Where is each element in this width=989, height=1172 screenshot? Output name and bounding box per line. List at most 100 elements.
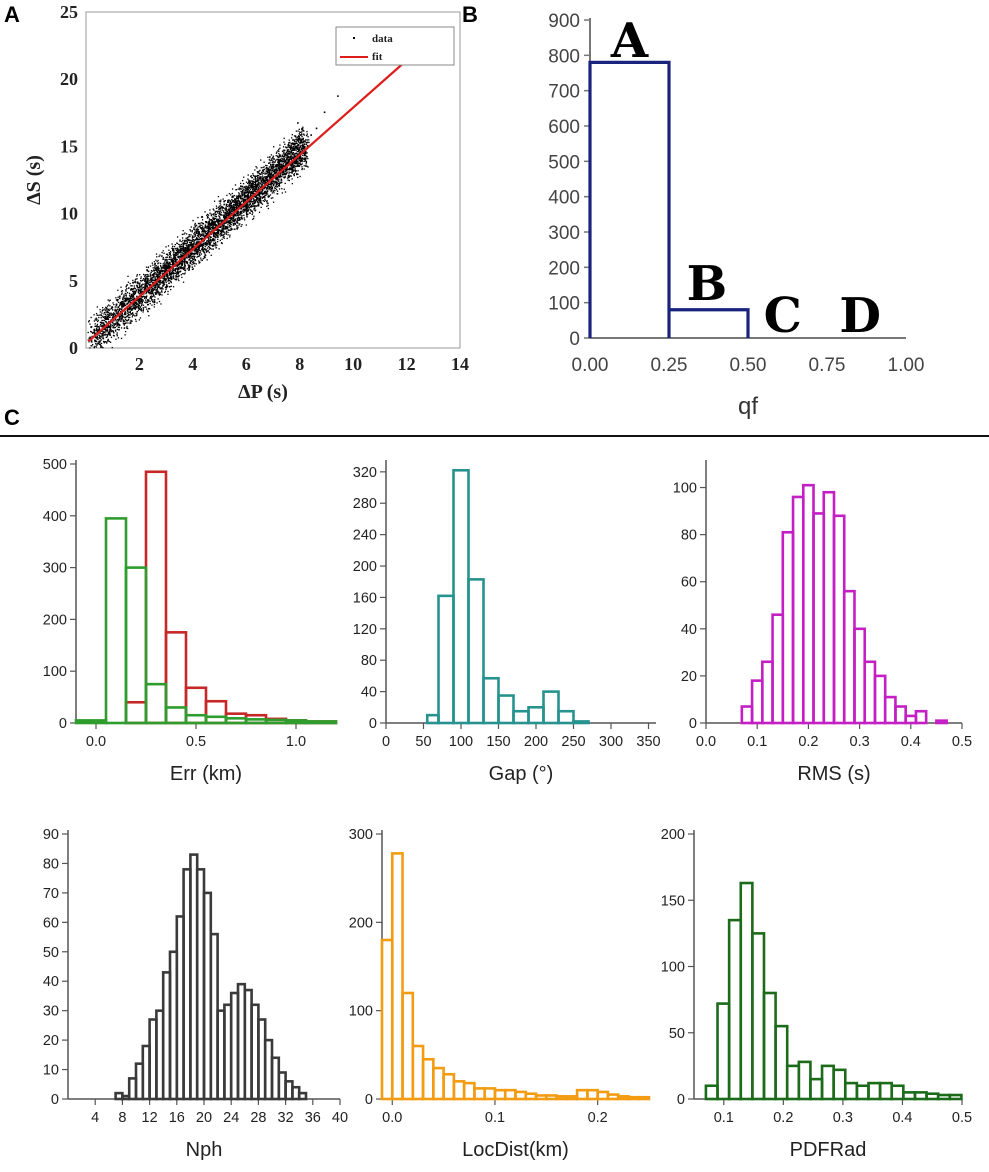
- panel-a-scatter-point: [258, 205, 260, 207]
- panel-a-scatter-point: [192, 261, 194, 264]
- panel-a-scatter-point: [270, 170, 273, 172]
- panel-a-scatter-point: [301, 166, 303, 168]
- panel-a-scatter-point: [226, 221, 228, 224]
- panel-a-scatter-point: [107, 339, 109, 341]
- panel-a-scatter-point: [227, 234, 229, 236]
- panel-a-scatter-point: [302, 152, 305, 155]
- panel-a-scatter-point: [218, 234, 220, 236]
- panel-a-scatter-point: [303, 148, 305, 150]
- panel-a-scatter-point: [254, 190, 256, 192]
- panel-a-scatter-point: [258, 177, 261, 180]
- panel-a-scatter-point: [176, 247, 179, 249]
- panel-a-scatter-point: [272, 197, 274, 199]
- panel-a-scatter-point: [246, 203, 248, 206]
- panel-a-scatter-point: [208, 246, 211, 249]
- panel-a-scatter-point: [283, 165, 285, 167]
- panel-a-scatter-point: [274, 187, 277, 190]
- panel-a-scatter-point: [162, 250, 164, 252]
- panel-a-scatter-point: [278, 161, 281, 164]
- panel-a-scatter-point: [145, 306, 147, 308]
- panel-a-scatter-point: [283, 149, 285, 151]
- panel-a-scatter-point: [236, 197, 238, 199]
- panel-a-scatter-point: [212, 225, 214, 227]
- panel-a-scatter-point: [292, 149, 294, 151]
- panel-a-scatter-point: [117, 318, 119, 321]
- panel-a-scatter-point: [231, 206, 233, 209]
- panel-a-scatter-point: [257, 178, 259, 180]
- panel-a-scatter-point: [209, 225, 211, 227]
- panel-a-scatter-point: [293, 153, 295, 155]
- panel-a-scatter-point: [199, 251, 201, 254]
- panel-a-scatter-point: [112, 321, 114, 324]
- panel-a-scatter-point: [298, 141, 300, 144]
- panel-a-scatter-point: [263, 192, 266, 194]
- panel-a-scatter-point: [205, 251, 208, 253]
- panel-a-scatter-point: [286, 177, 289, 179]
- panel-a-scatter-point: [275, 182, 277, 184]
- panel-a-scatter-point: [120, 320, 122, 322]
- panel-a-scatter-point: [183, 267, 186, 269]
- panel-a-scatter-point: [139, 289, 141, 292]
- panel-a-scatter-point: [302, 141, 304, 143]
- panel-a-scatter-point: [241, 191, 243, 193]
- panel-a-scatter-point: [191, 256, 193, 258]
- panel-a-scatter-point: [108, 309, 110, 311]
- panel-a-scatter-point: [291, 171, 293, 173]
- panel-a-scatter-point: [225, 206, 227, 208]
- panel-a-scatter-point: [277, 186, 279, 188]
- panel-a-scatter-point: [252, 197, 255, 200]
- panel-a-scatter-point: [138, 283, 140, 285]
- panel-a-scatter-point: [184, 272, 186, 274]
- panel-a-scatter-point: [106, 326, 108, 328]
- panel-a-scatter-point: [307, 157, 309, 160]
- panel-a-scatter-point: [218, 226, 220, 229]
- panel-a-scatter-point: [270, 165, 272, 167]
- panel-a-scatter-point: [241, 212, 243, 214]
- panel-a-scatter-point: [187, 245, 189, 247]
- panel-a-scatter-point: [228, 221, 230, 224]
- panel-a-scatter-point: [192, 261, 195, 263]
- panel-a-scatter-point: [107, 310, 109, 312]
- panel-a-scatter-point: [123, 297, 125, 299]
- panel-a-scatter-point: [131, 288, 133, 291]
- panel-a-scatter-point: [132, 298, 134, 301]
- panel-a-scatter-point: [292, 138, 294, 141]
- panel-a-scatter-point: [254, 175, 256, 177]
- panel-a-scatter-point: [171, 259, 173, 261]
- panel-a-scatter-point: [211, 221, 214, 223]
- panel-a-scatter-point: [294, 168, 296, 170]
- panel-a-scatter-point: [189, 248, 191, 250]
- panel-a-scatter-point: [120, 318, 122, 321]
- panel-a-scatter-point: [269, 178, 272, 180]
- panel-a-scatter-point: [193, 255, 195, 257]
- panel-a-scatter-point: [140, 307, 142, 310]
- panel-a-scatter-point: [259, 194, 261, 196]
- panel-a-scatter-point: [160, 271, 162, 273]
- panel-a-scatter-point: [300, 139, 302, 141]
- panel-a-scatter-point: [200, 235, 202, 237]
- panel-a-scatter-point: [105, 317, 107, 319]
- panel-a-scatter-point: [200, 234, 202, 236]
- panel-a-scatter-point: [255, 186, 257, 188]
- panel-a-scatter-point: [162, 258, 164, 260]
- panel-a-scatter-point: [218, 207, 221, 209]
- panel-a-scatter-point: [209, 231, 211, 233]
- panel-a-scatter-point: [267, 173, 269, 176]
- panel-a-scatter-point: [240, 188, 243, 190]
- panel-a-scatter-point: [138, 298, 140, 300]
- panel-a-scatter-point: [227, 226, 229, 228]
- panel-a-scatter-point: [149, 275, 151, 277]
- panel-a-scatter-point: [250, 175, 252, 178]
- panel-a-scatter-point: [262, 196, 264, 198]
- panel-a-scatter-point: [106, 334, 108, 336]
- panel-a-scatter-point: [241, 218, 243, 220]
- panel-a-scatter-point: [129, 282, 131, 285]
- panel-a-scatter-point: [286, 150, 288, 153]
- panel-a-scatter-point: [272, 180, 274, 182]
- panel-a-scatter-point: [112, 326, 114, 328]
- panel-a-scatter-point: [188, 236, 190, 238]
- panel-a-scatter-point: [256, 201, 259, 203]
- panel-a-scatter-point: [229, 202, 232, 205]
- panel-a-scatter-point: [91, 335, 93, 338]
- panel-a-scatter-point: [192, 257, 194, 260]
